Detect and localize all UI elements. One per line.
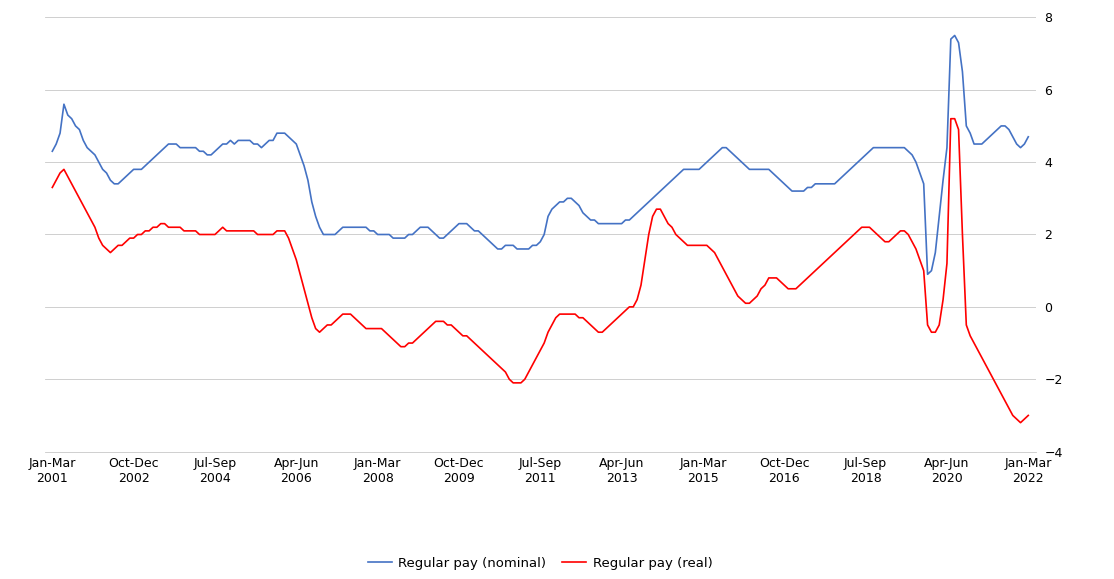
Line: Regular pay (real): Regular pay (real): [52, 119, 1028, 423]
Regular pay (real): [1022, 412, 1035, 419]
Regular pay (real): [945, 115, 958, 122]
Regular pay (nominal): [580, 213, 594, 220]
Regular pay (nominal): [921, 271, 935, 278]
Regular pay (real): [426, 321, 439, 328]
Regular pay (nominal): [906, 152, 919, 159]
Regular pay (nominal): [452, 220, 466, 227]
Regular pay (nominal): [193, 148, 206, 155]
Regular pay (nominal): [46, 148, 59, 155]
Regular pay (real): [580, 318, 594, 325]
Regular pay (real): [46, 184, 59, 191]
Regular pay (nominal): [948, 32, 961, 39]
Line: Regular pay (nominal): Regular pay (nominal): [52, 35, 1028, 274]
Regular pay (real): [576, 314, 589, 321]
Regular pay (real): [193, 231, 206, 238]
Regular pay (nominal): [1022, 133, 1035, 140]
Legend: Regular pay (nominal), Regular pay (real): Regular pay (nominal), Regular pay (real…: [363, 552, 717, 576]
Regular pay (real): [906, 239, 919, 245]
Regular pay (nominal): [426, 228, 439, 234]
Regular pay (real): [452, 329, 466, 336]
Regular pay (nominal): [576, 210, 589, 217]
Regular pay (real): [1014, 419, 1027, 426]
